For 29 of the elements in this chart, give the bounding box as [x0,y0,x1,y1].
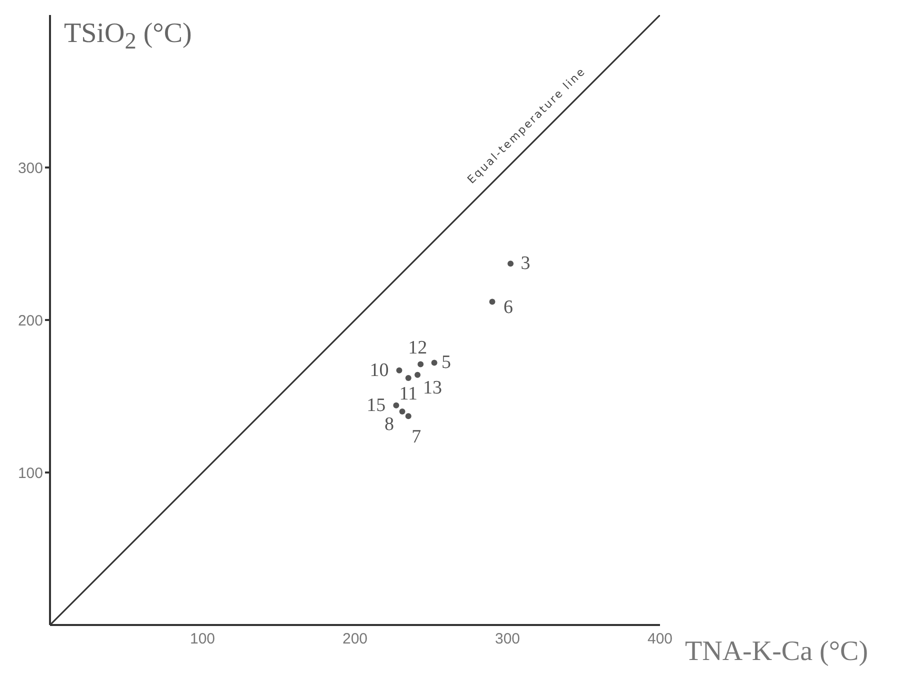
annotation: 8 [384,414,394,435]
point [489,298,496,305]
point [393,402,400,408]
annotation: 15 [366,394,386,416]
x-axis-title: TNA-K-Ca (°C) [685,636,868,668]
point [405,413,412,420]
annotation: 13 [423,377,442,398]
point [396,367,402,374]
y-tick-label: 200 [18,312,43,330]
x-tick-label: 200 [342,630,368,648]
annotation: 11 [399,383,418,404]
x-tick-label: 400 [647,630,673,648]
y-tick-label: 300 [18,160,43,177]
annotation: 12 [408,338,428,359]
y-tick-label: 100 [18,464,43,482]
point [418,361,424,368]
point [399,408,406,414]
x-tick-label: 100 [190,630,216,648]
annotation: 7 [412,426,422,448]
point [508,260,514,267]
annotation: 6 [504,297,513,318]
annotation: 5 [442,352,452,374]
annotation: 10 [370,360,389,381]
x-tick-label: 300 [494,630,520,648]
annotation: 3 [520,253,530,274]
y-axis-title: TSiO$_{2}$ (°C) [64,18,192,56]
point [431,360,438,366]
point [405,374,412,381]
point [414,372,421,378]
